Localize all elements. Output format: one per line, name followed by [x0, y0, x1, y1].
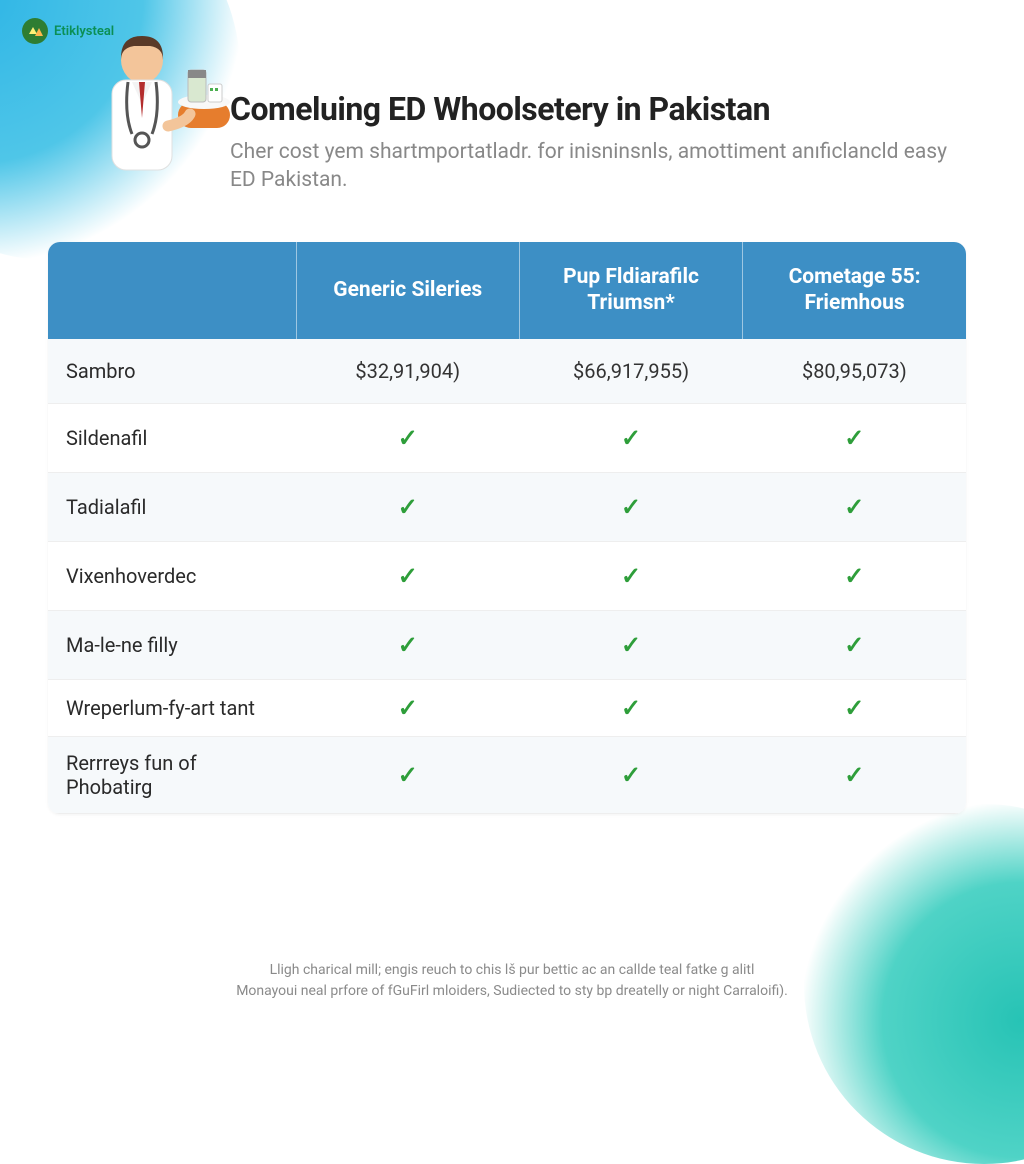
- check-icon: ✓: [621, 761, 641, 789]
- brand-logo: Etiklysteal: [22, 18, 114, 44]
- check-icon: ✓: [621, 493, 641, 521]
- row-cell: ✓: [296, 679, 519, 736]
- row-cell: ✓: [519, 541, 742, 610]
- table-header-col-2: Pup Fldiarafilc Triumsn*: [519, 242, 742, 339]
- footer-disclaimer: Lligh charical mill; engis reuch to chis…: [50, 960, 974, 1002]
- check-icon: ✓: [398, 493, 418, 521]
- brand-name: Etiklysteal: [54, 24, 114, 39]
- table-row: Rerrreys fun of Phobatirg ✓ ✓ ✓: [48, 736, 966, 813]
- check-icon: ✓: [398, 694, 418, 722]
- row-cell: ✓: [519, 736, 742, 813]
- table-row: Sambro$32,91,904)$66,917,955)$80,95,073): [48, 339, 966, 404]
- row-label: Sambro: [48, 339, 296, 404]
- row-cell: ✓: [296, 610, 519, 679]
- row-cell: ✓: [296, 736, 519, 813]
- check-icon: ✓: [621, 562, 641, 590]
- check-icon: ✓: [398, 761, 418, 789]
- row-label: Wreperlum-fy-art tant: [48, 679, 296, 736]
- row-cell: $32,91,904): [296, 339, 519, 404]
- table-row: Vixenhoverdec ✓ ✓ ✓: [48, 541, 966, 610]
- check-icon: ✓: [844, 493, 864, 521]
- check-icon: ✓: [398, 631, 418, 659]
- check-icon: ✓: [398, 424, 418, 452]
- table-header-col-0: [48, 242, 296, 339]
- row-cell: ✓: [743, 472, 966, 541]
- table-row: Tadialafil ✓ ✓ ✓: [48, 472, 966, 541]
- row-cell: ✓: [519, 679, 742, 736]
- row-cell: ✓: [743, 541, 966, 610]
- table-body: Sambro$32,91,904)$66,917,955)$80,95,073)…: [48, 339, 966, 814]
- comparison-table: Generic Sileries Pup Fldiarafilc Triumsn…: [48, 242, 966, 814]
- row-cell: ✓: [519, 403, 742, 472]
- check-icon: ✓: [844, 761, 864, 789]
- table-row: Sildenafil ✓ ✓ ✓: [48, 403, 966, 472]
- table-row: Ma-le-ne filly ✓ ✓ ✓: [48, 610, 966, 679]
- row-cell: ✓: [519, 472, 742, 541]
- table-header-col-1: Generic Sileries: [296, 242, 519, 339]
- page-title: Comeluing ED Whoolsetery in Pakistan: [230, 90, 974, 128]
- row-cell: ✓: [743, 403, 966, 472]
- table-row: Wreperlum-fy-art tant ✓ ✓ ✓: [48, 679, 966, 736]
- row-label: Tadialafil: [48, 472, 296, 541]
- row-cell: $80,95,073): [743, 339, 966, 404]
- table-header-row: Generic Sileries Pup Fldiarafilc Triumsn…: [48, 242, 966, 339]
- row-label: Ma-le-ne filly: [48, 610, 296, 679]
- row-cell: ✓: [296, 472, 519, 541]
- row-cell: ✓: [519, 610, 742, 679]
- row-cell: ✓: [743, 736, 966, 813]
- row-cell: ✓: [743, 610, 966, 679]
- check-icon: ✓: [844, 424, 864, 452]
- row-label: Rerrreys fun of Phobatirg: [48, 736, 296, 813]
- check-icon: ✓: [398, 562, 418, 590]
- row-cell: ✓: [296, 403, 519, 472]
- row-cell: ✓: [296, 541, 519, 610]
- check-icon: ✓: [621, 631, 641, 659]
- check-icon: ✓: [621, 694, 641, 722]
- row-label: Vixenhoverdec: [48, 541, 296, 610]
- check-icon: ✓: [621, 424, 641, 452]
- check-icon: ✓: [844, 631, 864, 659]
- table-header-col-3: Cometage 55: Friemhous: [743, 242, 966, 339]
- doctor-illustration: [90, 22, 240, 196]
- check-icon: ✓: [844, 562, 864, 590]
- brand-icon: [22, 18, 48, 44]
- page-subtitle: Cher cost yem shartmportatladr. for inis…: [230, 138, 974, 195]
- footer-line-2: Monayoui neal prfore of fGuFirl mloiders…: [50, 981, 974, 1002]
- row-cell: ✓: [743, 679, 966, 736]
- page-header: Comeluing ED Whoolsetery in Pakistan Che…: [230, 90, 974, 195]
- row-cell: $66,917,955): [519, 339, 742, 404]
- footer-line-1: Lligh charical mill; engis reuch to chis…: [50, 960, 974, 981]
- row-label: Sildenafil: [48, 403, 296, 472]
- check-icon: ✓: [844, 694, 864, 722]
